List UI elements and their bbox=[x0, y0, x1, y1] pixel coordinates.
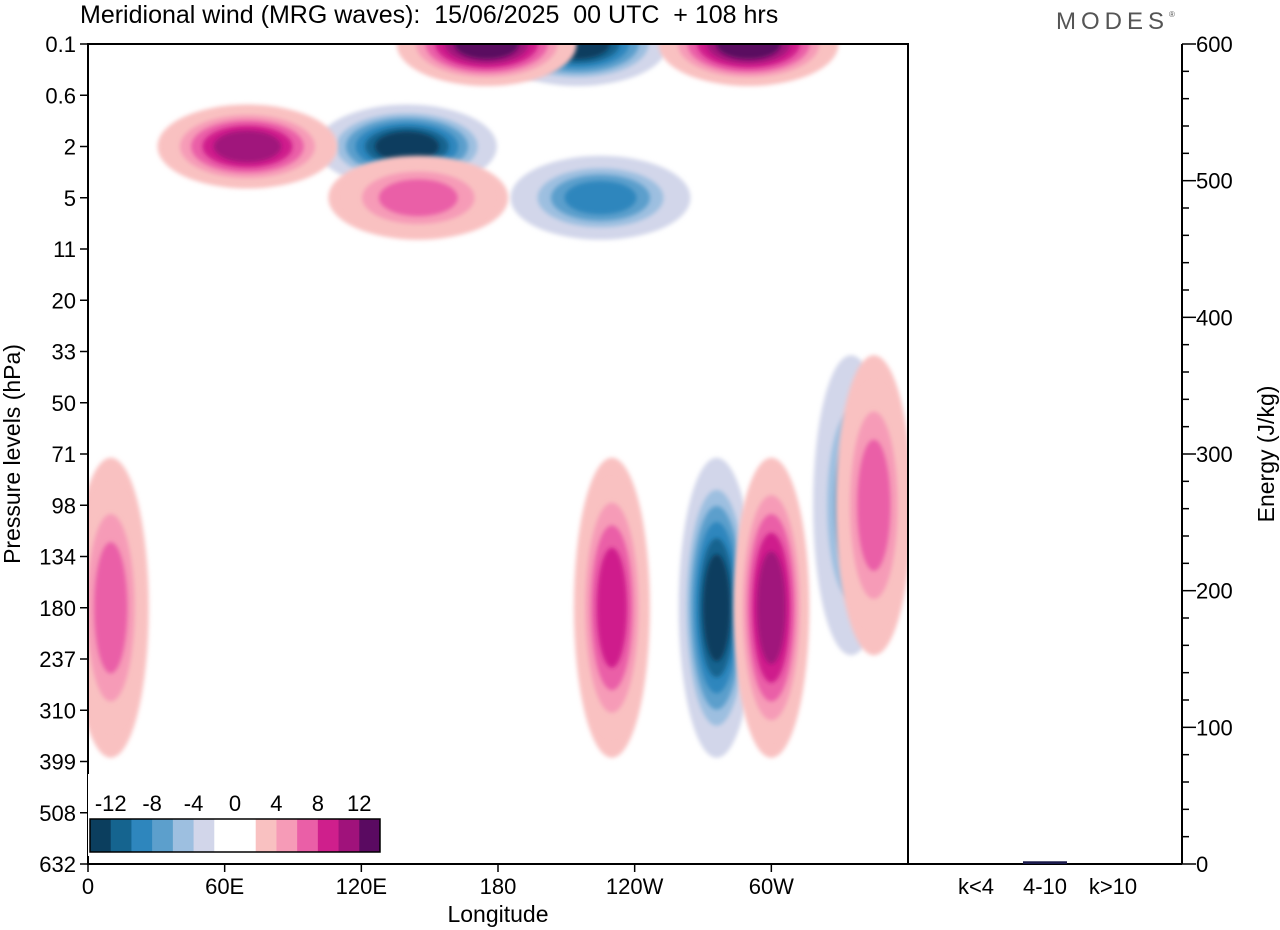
energy-tick-label: 300 bbox=[1196, 442, 1233, 467]
x-tick-label: 0 bbox=[82, 874, 94, 899]
x-tick-label: 60W bbox=[749, 874, 794, 899]
colorbar-label: -12 bbox=[95, 791, 127, 816]
colorbar-swatch bbox=[276, 819, 298, 852]
contour-band bbox=[454, 44, 519, 59]
energy-tick-label: 600 bbox=[1196, 32, 1233, 57]
contour-band bbox=[374, 131, 439, 162]
colorbar-label: 4 bbox=[270, 791, 282, 816]
heatmap-axes: 0.1 0.6 2 5 11 20 33 50 71 98 134 180 237 310 399 508 63… bbox=[39, 32, 794, 899]
x-tick-label: 180 bbox=[480, 874, 517, 899]
y-tick-label: 310 bbox=[39, 698, 76, 723]
y-tick-label: 20 bbox=[52, 288, 76, 313]
colorbar-label: -4 bbox=[184, 791, 204, 816]
energy-tick-label: 500 bbox=[1196, 169, 1233, 194]
x-tick-label: 120E bbox=[336, 874, 387, 899]
y-tick-label: 632 bbox=[39, 852, 76, 877]
colorbar-swatch bbox=[359, 819, 381, 852]
y-tick-label: 2 bbox=[64, 135, 76, 160]
y-tick-label: 71 bbox=[52, 442, 76, 467]
y-tick-label: 11 bbox=[53, 237, 76, 262]
contour-band bbox=[716, 44, 781, 59]
contour-band bbox=[378, 179, 458, 217]
colorbar-swatch bbox=[152, 819, 174, 852]
contour-band bbox=[857, 439, 891, 571]
colorbar-label: -8 bbox=[142, 791, 162, 816]
colorbar-swatch bbox=[110, 819, 132, 852]
energy-bar bbox=[1023, 861, 1067, 864]
contour-band bbox=[703, 554, 731, 662]
heatmap-feature bbox=[157, 104, 338, 189]
y-tick-label: 237 bbox=[39, 647, 76, 672]
y-axis-title: Pressure levels (hPa) bbox=[0, 344, 25, 564]
y-tick-label: 134 bbox=[39, 545, 76, 570]
heatmap-feature bbox=[678, 457, 755, 758]
contour-band bbox=[564, 180, 637, 215]
heatmap-feature bbox=[733, 457, 810, 758]
heatmap-feature bbox=[573, 457, 650, 758]
energy-tick-label: 100 bbox=[1196, 715, 1233, 740]
y-tick-label: 180 bbox=[39, 596, 76, 621]
colorbar-label: 0 bbox=[229, 791, 241, 816]
contour-band bbox=[94, 542, 128, 674]
y-tick-label: 50 bbox=[52, 391, 76, 416]
brand-text: MODES bbox=[1056, 8, 1170, 35]
colorbar-swatch bbox=[214, 819, 236, 852]
x-axis-title: Longitude bbox=[447, 901, 548, 927]
colorbar-swatch bbox=[317, 819, 340, 852]
colorbar-swatch bbox=[338, 819, 360, 852]
colorbar-swatch bbox=[193, 819, 215, 852]
colorbar-frame bbox=[89, 818, 381, 853]
heatmap-feature bbox=[88, 457, 149, 758]
heatmap-feature bbox=[658, 44, 839, 86]
energy-tick-label: 400 bbox=[1196, 305, 1233, 330]
y-tick-label: 33 bbox=[52, 340, 76, 365]
energy-panel: 0 100 200 300 400 500 600 k<4 4-10 k>10 bbox=[908, 32, 1233, 899]
y-tick-label: 5 bbox=[64, 186, 76, 211]
energy-category-label: k>10 bbox=[1089, 874, 1137, 899]
brand-logo: MODES® bbox=[1056, 8, 1175, 36]
colorbar-swatch bbox=[172, 819, 195, 852]
energy-axis-title: Energy (J/kg) bbox=[1253, 386, 1279, 523]
heatmap-feature bbox=[510, 155, 691, 240]
colorbar-swatch bbox=[131, 819, 153, 852]
energy-tick-label: 200 bbox=[1196, 579, 1233, 604]
heatmap-feature bbox=[328, 155, 509, 240]
contour-band bbox=[213, 130, 282, 163]
colorbar-swatch bbox=[90, 819, 112, 852]
colorbar-swatch bbox=[297, 819, 319, 852]
x-tick-label: 120W bbox=[606, 874, 664, 899]
colorbar-label: 8 bbox=[312, 791, 324, 816]
x-tick-label: 60E bbox=[205, 874, 244, 899]
y-tick-label: 98 bbox=[52, 493, 76, 518]
energy-category-label: 4-10 bbox=[1023, 874, 1067, 899]
heatmap-field bbox=[88, 44, 908, 758]
contour-band bbox=[757, 551, 786, 665]
heatmap-feature bbox=[835, 355, 908, 656]
y-tick-label: 0.6 bbox=[45, 83, 76, 108]
chart-title: Meridional wind (MRG waves): 15/06/2025 … bbox=[80, 1, 779, 29]
brand-mark: ® bbox=[1169, 10, 1175, 19]
contour-band bbox=[596, 547, 628, 668]
colorbar-label: 12 bbox=[347, 791, 371, 816]
heatmap-feature bbox=[396, 44, 577, 86]
colorbar: -12 -8 -4 0 4 8 12 bbox=[88, 774, 382, 856]
y-tick-label: 0.1 bbox=[45, 32, 76, 57]
colorbar-swatch bbox=[235, 819, 257, 852]
colorbar-swatch bbox=[255, 819, 277, 852]
energy-tick-label: 0 bbox=[1196, 852, 1208, 877]
energy-category-label: k<4 bbox=[958, 874, 994, 899]
y-tick-label: 399 bbox=[39, 750, 76, 775]
y-tick-label: 508 bbox=[39, 801, 76, 826]
